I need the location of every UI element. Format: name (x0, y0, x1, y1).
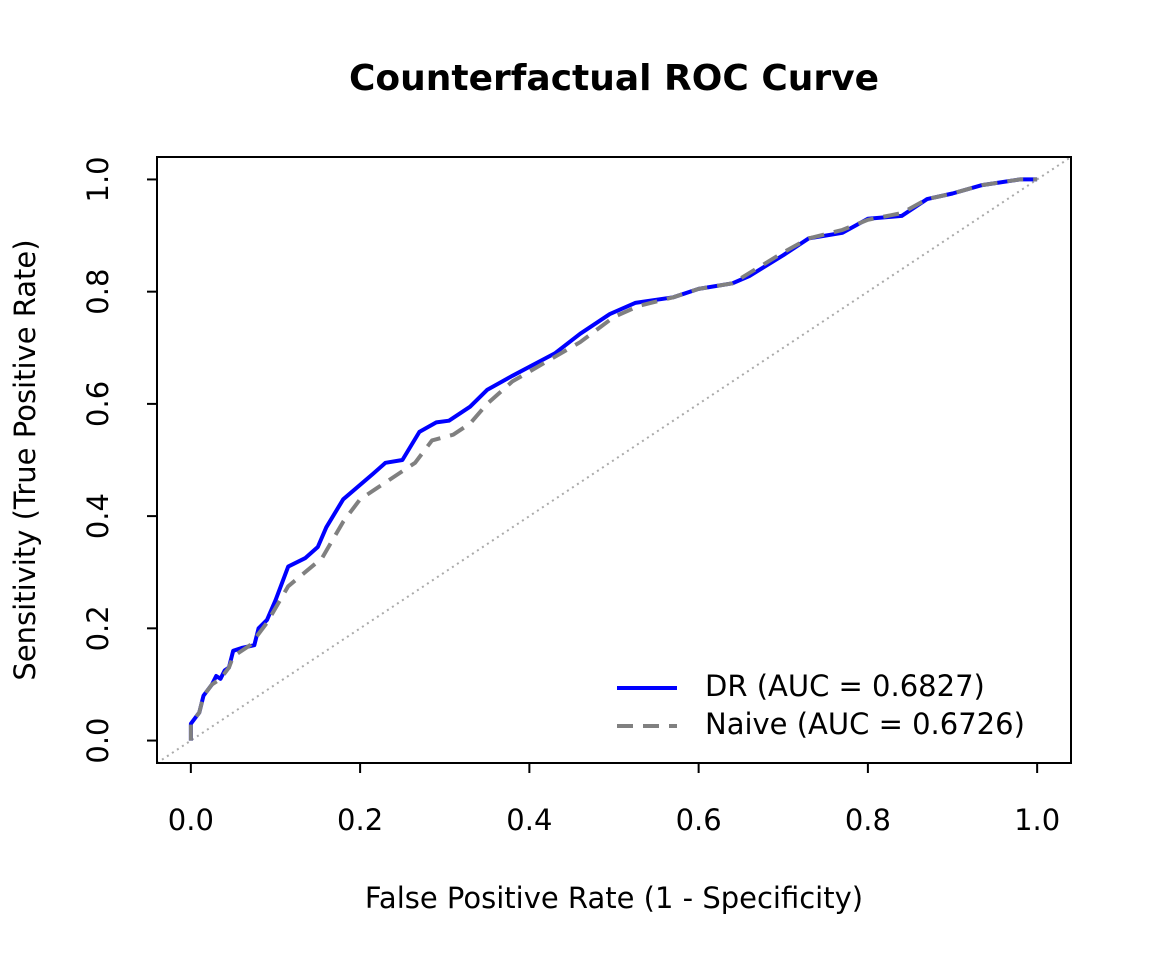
y-tick-label: 0.2 (81, 605, 115, 651)
y-tick-label: 0.8 (81, 269, 115, 315)
legend-label: DR (AUC = 0.6827) (705, 669, 985, 703)
x-axis-label: False Positive Rate (1 - Specificity) (365, 881, 863, 915)
x-tick-label: 0.0 (168, 803, 214, 837)
x-tick-label: 0.8 (845, 803, 891, 837)
chart-title: Counterfactual ROC Curve (349, 58, 879, 99)
reference-diagonal (156, 156, 1072, 764)
y-axis-label: Sensitivity (True Positive Rate) (8, 239, 42, 680)
x-tick-label: 0.4 (506, 803, 552, 837)
plot-box (156, 156, 1072, 764)
legend-label: Naive (AUC = 0.6726) (705, 707, 1025, 741)
roc-line (188, 177, 1038, 741)
x-tick-label: 0.2 (337, 803, 383, 837)
y-tick-label: 0.6 (81, 381, 115, 427)
y-tick-label: 1.0 (81, 156, 115, 202)
y-tick-label: 0.4 (81, 493, 115, 539)
x-tick-label: 1.0 (1014, 803, 1060, 837)
x-tick-label: 0.6 (676, 803, 722, 837)
y-tick-label: 0.0 (81, 717, 115, 763)
